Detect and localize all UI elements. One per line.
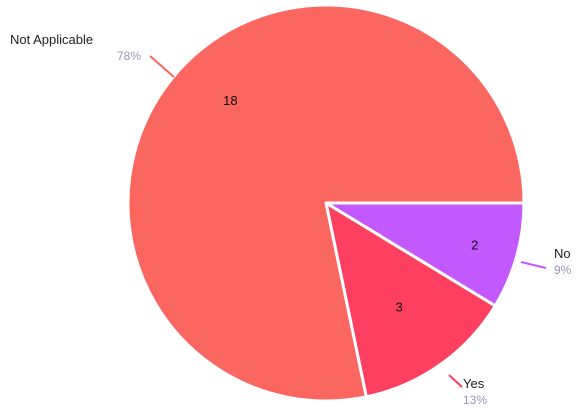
callout-percent-not-applicable: 78% [117, 49, 141, 63]
callout-percent-yes: 13% [463, 393, 487, 407]
slices [126, 3, 526, 403]
leader-line-yes [448, 374, 463, 388]
pie-slice-no[interactable] [324, 201, 526, 308]
slice-value-not-applicable: 18 [223, 93, 237, 108]
callout-percent-no: 9% [554, 263, 572, 277]
slice-value-no: 2 [471, 238, 478, 253]
pie-slice-not-applicable[interactable] [126, 3, 526, 403]
slice-value-yes: 3 [395, 300, 402, 315]
callout-labels: No 9% Yes 13% Not Applicable 78% [10, 32, 572, 407]
slice-value-labels: 2 3 18 [223, 93, 478, 315]
leader-line-no [520, 261, 547, 269]
callout-label-yes: Yes [463, 376, 485, 391]
pie-slice-yes[interactable] [324, 201, 497, 399]
callout-label-no: No [554, 246, 571, 261]
leader-line-not-applicable [149, 55, 175, 78]
callout-label-not-applicable: Not Applicable [10, 32, 93, 47]
